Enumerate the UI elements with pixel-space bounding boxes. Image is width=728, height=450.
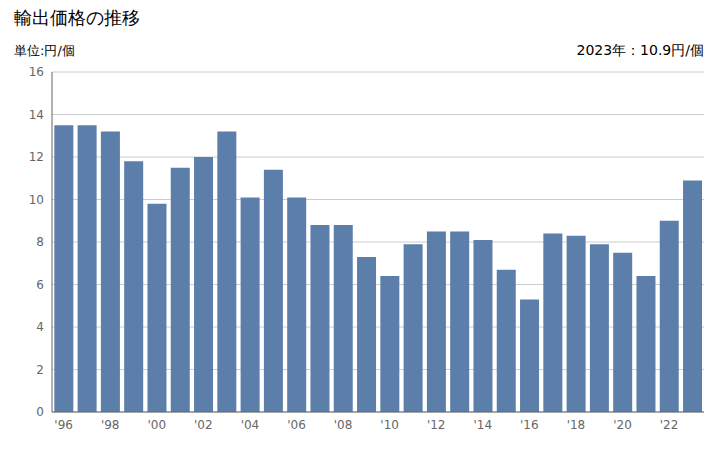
- svg-text:'98: '98: [101, 418, 120, 432]
- svg-text:'20: '20: [613, 418, 632, 432]
- svg-text:'04: '04: [241, 418, 260, 432]
- svg-text:2: 2: [36, 363, 44, 377]
- svg-text:'10: '10: [380, 418, 399, 432]
- svg-text:6: 6: [36, 278, 44, 292]
- svg-text:'14: '14: [473, 418, 492, 432]
- svg-text:'08: '08: [334, 418, 353, 432]
- svg-text:'00: '00: [147, 418, 166, 432]
- svg-text:'02: '02: [194, 418, 213, 432]
- html-text:単位:円/個: 単位:円/個: [14, 43, 75, 58]
- svg-text:10: 10: [29, 193, 44, 207]
- html-text:輸出価格の推移: 輸出価格の推移: [14, 7, 140, 28]
- svg-text:4: 4: [36, 320, 44, 334]
- svg-text:'16: '16: [520, 418, 539, 432]
- svg-text:8: 8: [36, 235, 44, 249]
- svg-text:0: 0: [36, 405, 44, 419]
- svg-text:14: 14: [29, 108, 44, 122]
- svg-text:12: 12: [29, 150, 44, 164]
- svg-text:'12: '12: [427, 418, 446, 432]
- svg-text:'06: '06: [287, 418, 306, 432]
- svg-text:16: 16: [29, 65, 44, 79]
- svg-text:'18: '18: [567, 418, 586, 432]
- html-text:2023年：10.9円/個: 2023年：10.9円/個: [576, 42, 704, 58]
- svg-text:'22: '22: [660, 418, 679, 432]
- svg-text:'96: '96: [54, 418, 73, 432]
